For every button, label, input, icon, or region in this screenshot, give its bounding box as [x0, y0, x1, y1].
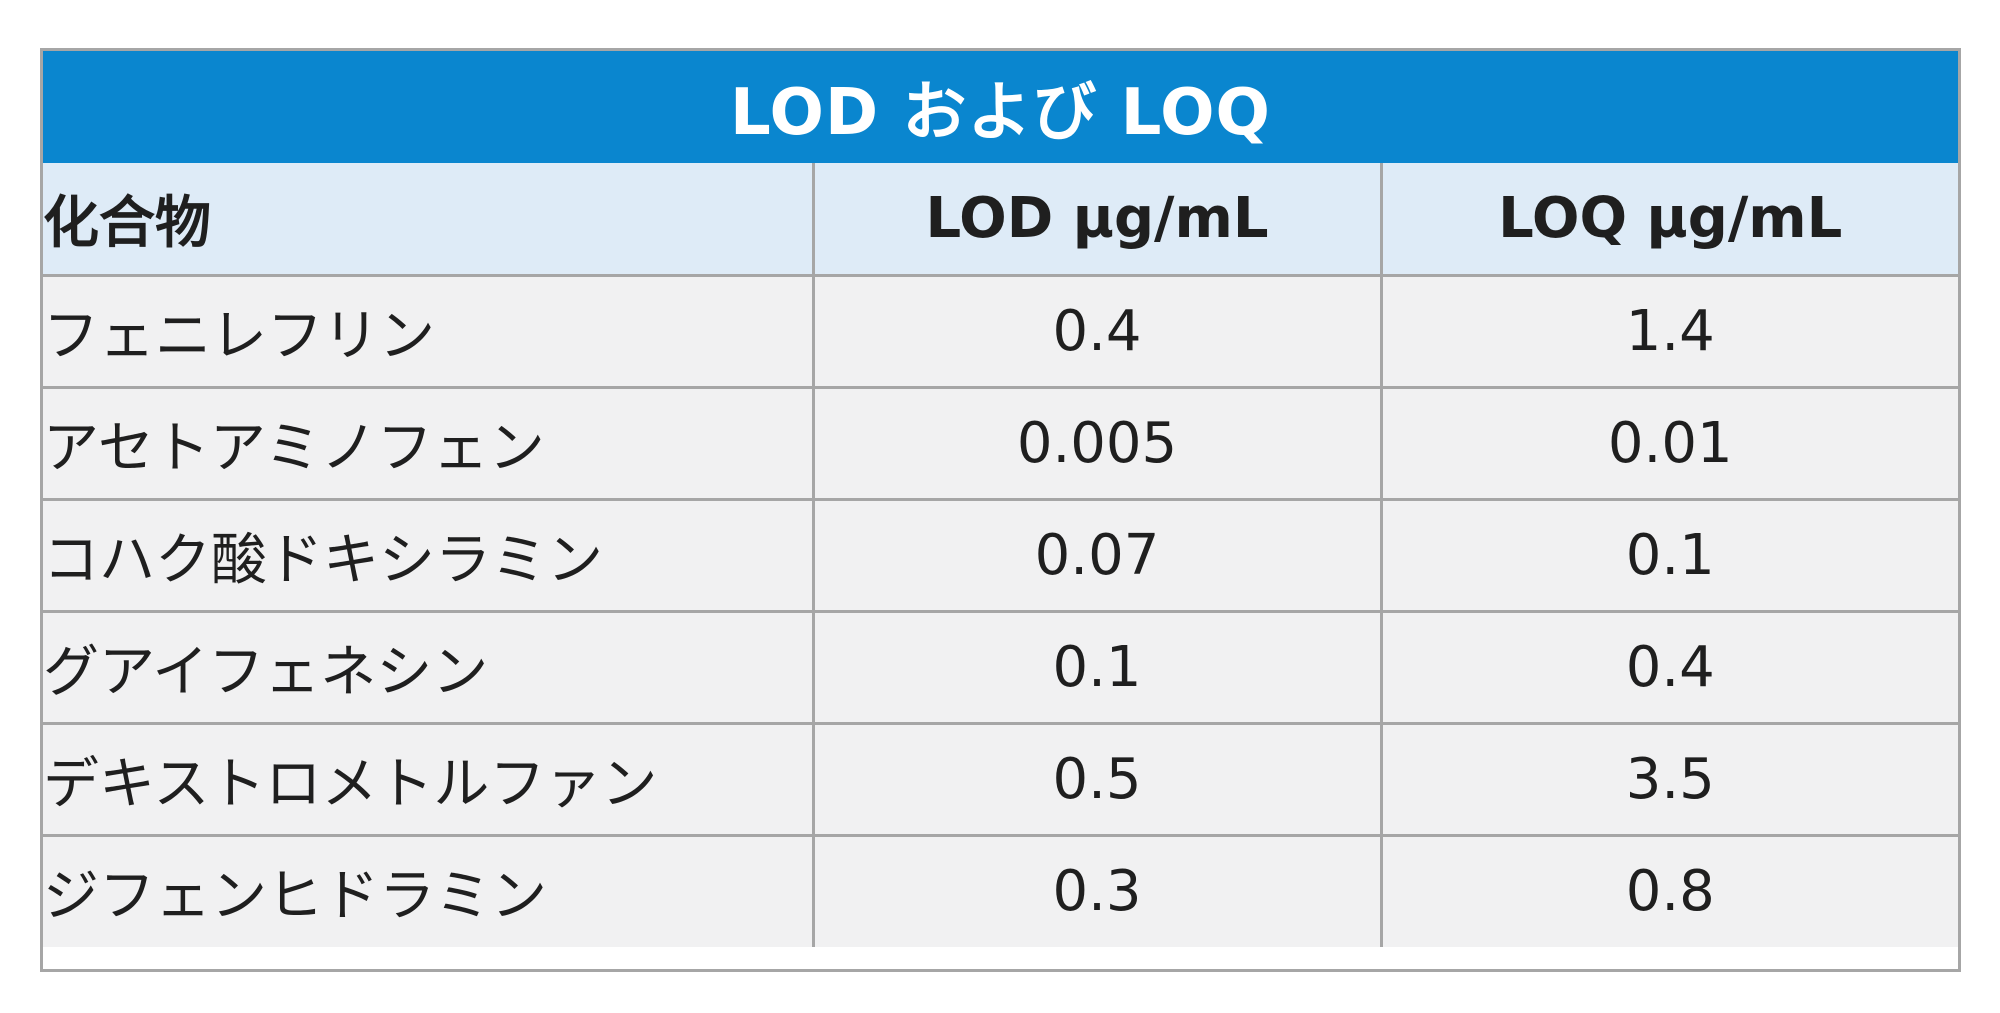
- header-row: 化合物 LOD µg/mL LOQ µg/mL: [43, 163, 1958, 277]
- loq-value: 0.01: [1379, 385, 1958, 501]
- header-compound: 化合物: [43, 163, 815, 277]
- lod-value: 0.005: [811, 385, 1383, 501]
- loq-value: 0.4: [1379, 609, 1958, 725]
- header-lod: LOD µg/mL: [811, 163, 1383, 277]
- lod-value: 0.4: [811, 273, 1383, 389]
- table-row: デキストロメトルファン 0.5 3.5: [43, 721, 1958, 837]
- loq-value: 3.5: [1379, 721, 1958, 837]
- lod-value: 0.5: [811, 721, 1383, 837]
- lod-value: 0.07: [811, 497, 1383, 613]
- table-row: アセトアミノフェン 0.005 0.01: [43, 385, 1958, 501]
- table-row: グアイフェネシン 0.1 0.4: [43, 609, 1958, 725]
- table-row: ジフェンヒドラミン 0.3 0.8: [43, 833, 1958, 947]
- table-row: コハク酸ドキシラミン 0.07 0.1: [43, 497, 1958, 613]
- lod-value: 0.3: [811, 833, 1383, 947]
- table-row: フェニレフリン 0.4 1.4: [43, 273, 1958, 389]
- data-grid: 化合物 LOD µg/mL LOQ µg/mL フェニレフリン 0.4 1.4 …: [43, 163, 1958, 947]
- compound-name: ジフェンヒドラミン: [43, 833, 815, 947]
- compound-name: アセトアミノフェン: [43, 385, 815, 501]
- compound-name: コハク酸ドキシラミン: [43, 497, 815, 613]
- table-title: LOD および LOQ: [43, 51, 1958, 163]
- loq-value: 0.8: [1379, 833, 1958, 947]
- header-loq: LOQ µg/mL: [1379, 163, 1958, 277]
- compound-name: フェニレフリン: [43, 273, 815, 389]
- compound-name: デキストロメトルファン: [43, 721, 815, 837]
- compound-name: グアイフェネシン: [43, 609, 815, 725]
- loq-value: 1.4: [1379, 273, 1958, 389]
- lod-loq-table: LOD および LOQ 化合物 LOD µg/mL LOQ µg/mL フェニレ…: [40, 48, 1961, 972]
- loq-value: 0.1: [1379, 497, 1958, 613]
- lod-value: 0.1: [811, 609, 1383, 725]
